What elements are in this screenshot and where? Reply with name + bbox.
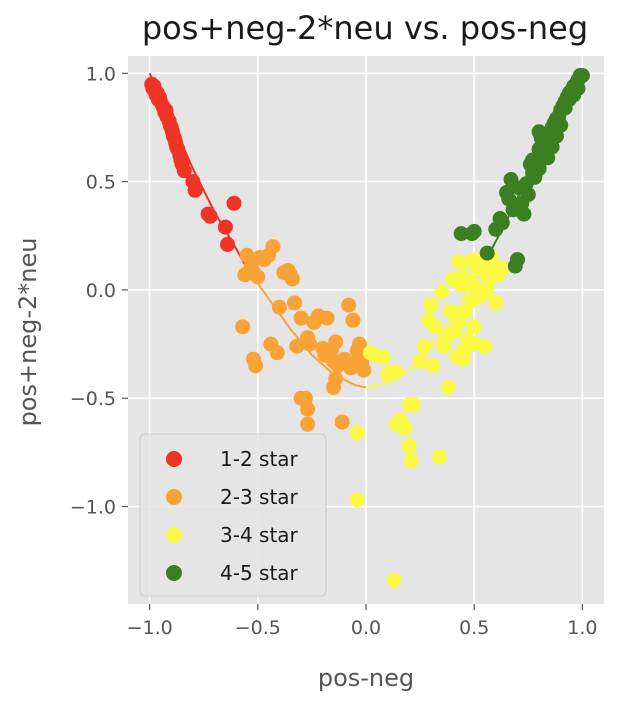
data-point (284, 271, 300, 287)
data-point (345, 312, 361, 328)
data-point (248, 358, 264, 374)
data-point (466, 223, 482, 239)
data-point (328, 334, 344, 350)
data-point (386, 572, 402, 588)
data-point (520, 187, 536, 203)
data-point (300, 401, 316, 417)
data-point (202, 208, 218, 224)
x-tick-label: −1.0 (127, 617, 173, 639)
x-tick-label: 0.0 (351, 617, 381, 639)
data-point (466, 278, 482, 294)
data-point (451, 314, 467, 330)
x-tick-label: −0.5 (235, 617, 281, 639)
data-point (516, 206, 532, 222)
data-point (421, 312, 437, 328)
data-point (349, 492, 365, 508)
data-point (265, 239, 281, 255)
data-point (488, 295, 504, 311)
data-point (494, 260, 510, 276)
legend-label: 4-5 star (220, 561, 299, 585)
data-point (334, 414, 350, 430)
trend-curve (246, 267, 367, 389)
data-point (272, 299, 287, 315)
y-tick-label: −1.0 (70, 497, 116, 519)
data-point (412, 353, 428, 369)
data-point (235, 319, 251, 335)
data-point (176, 163, 192, 179)
chart-title: pos+neg-2*neu vs. pos-neg (142, 9, 588, 47)
y-tick-label: −0.5 (70, 388, 116, 410)
y-tick-label: 1.0 (86, 63, 116, 85)
data-point (416, 338, 432, 354)
data-point (352, 336, 367, 352)
data-point (341, 297, 357, 313)
data-point (432, 449, 448, 465)
data-point (574, 68, 590, 83)
data-point (401, 438, 417, 454)
legend-marker (166, 527, 182, 543)
data-point (423, 297, 439, 313)
data-point (494, 215, 510, 231)
axis-ticks: −1.0 −0.5 0.0 0.5 1.0 1.0 0.5 0.0 −0.5 −1.0 (70, 63, 598, 639)
data-point (525, 152, 541, 168)
y-tick-label: 0.5 (86, 172, 116, 194)
data-point (217, 219, 233, 235)
legend: 1-2 star 2-3 star 3-4 star 4-5 star (139, 433, 327, 597)
legend-label: 1-2 star (220, 447, 299, 471)
data-point (455, 343, 471, 359)
x-tick-label: 1.0 (567, 617, 597, 639)
data-point (510, 252, 525, 268)
data-point (466, 319, 482, 335)
data-point (293, 310, 309, 326)
data-point (250, 269, 266, 285)
data-point (349, 425, 365, 441)
data-point (531, 124, 547, 140)
data-point (187, 182, 203, 198)
data-point (406, 397, 422, 413)
data-point (451, 254, 467, 270)
data-point (220, 236, 235, 252)
legend-marker (166, 565, 182, 581)
legend-marker (166, 489, 182, 505)
data-point (473, 288, 489, 304)
data-point (319, 310, 335, 326)
legend-label: 2-3 star (220, 485, 299, 509)
data-point (462, 254, 478, 270)
data-point (479, 245, 495, 261)
data-points (144, 68, 590, 588)
data-point (458, 304, 473, 320)
data-point (302, 336, 318, 352)
data-point (269, 345, 285, 361)
legend-label: 3-4 star (220, 523, 299, 547)
legend-box (139, 433, 327, 597)
legend-marker (166, 451, 182, 467)
data-point (570, 81, 586, 96)
x-axis-label: pos-neg (318, 664, 414, 692)
data-point (397, 421, 413, 437)
y-tick-label: 0.0 (86, 280, 116, 302)
data-point (356, 362, 372, 378)
data-point (425, 358, 441, 374)
data-point (226, 195, 242, 211)
data-point (440, 379, 456, 395)
data-point (434, 284, 450, 300)
data-point (453, 226, 469, 242)
data-point (289, 338, 305, 354)
data-point (403, 453, 419, 469)
data-point (287, 295, 303, 311)
data-point (388, 364, 404, 380)
data-point (375, 349, 391, 365)
data-point (553, 117, 569, 133)
data-point (466, 336, 482, 352)
x-tick-label: 0.5 (459, 617, 489, 639)
data-point (442, 304, 458, 320)
y-axis-label: pos+neg-2*neu (14, 238, 42, 427)
data-point (300, 416, 316, 432)
data-point (328, 371, 344, 387)
